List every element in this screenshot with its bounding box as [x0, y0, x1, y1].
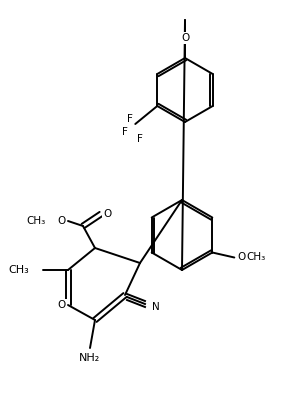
- Text: O: O: [237, 252, 245, 263]
- Text: F: F: [127, 114, 133, 124]
- Text: F: F: [122, 127, 128, 137]
- Text: O: O: [181, 33, 189, 43]
- Text: O: O: [58, 300, 66, 310]
- Text: NH₂: NH₂: [79, 353, 101, 363]
- Text: CH₃: CH₃: [247, 252, 266, 263]
- Text: CH₃: CH₃: [247, 252, 266, 263]
- Text: O: O: [237, 252, 245, 263]
- Text: F: F: [137, 134, 143, 144]
- Text: CH₃: CH₃: [8, 265, 29, 275]
- Text: O: O: [103, 209, 111, 219]
- Text: N: N: [152, 302, 160, 312]
- Text: O: O: [57, 216, 65, 226]
- Text: CH₃: CH₃: [27, 216, 46, 226]
